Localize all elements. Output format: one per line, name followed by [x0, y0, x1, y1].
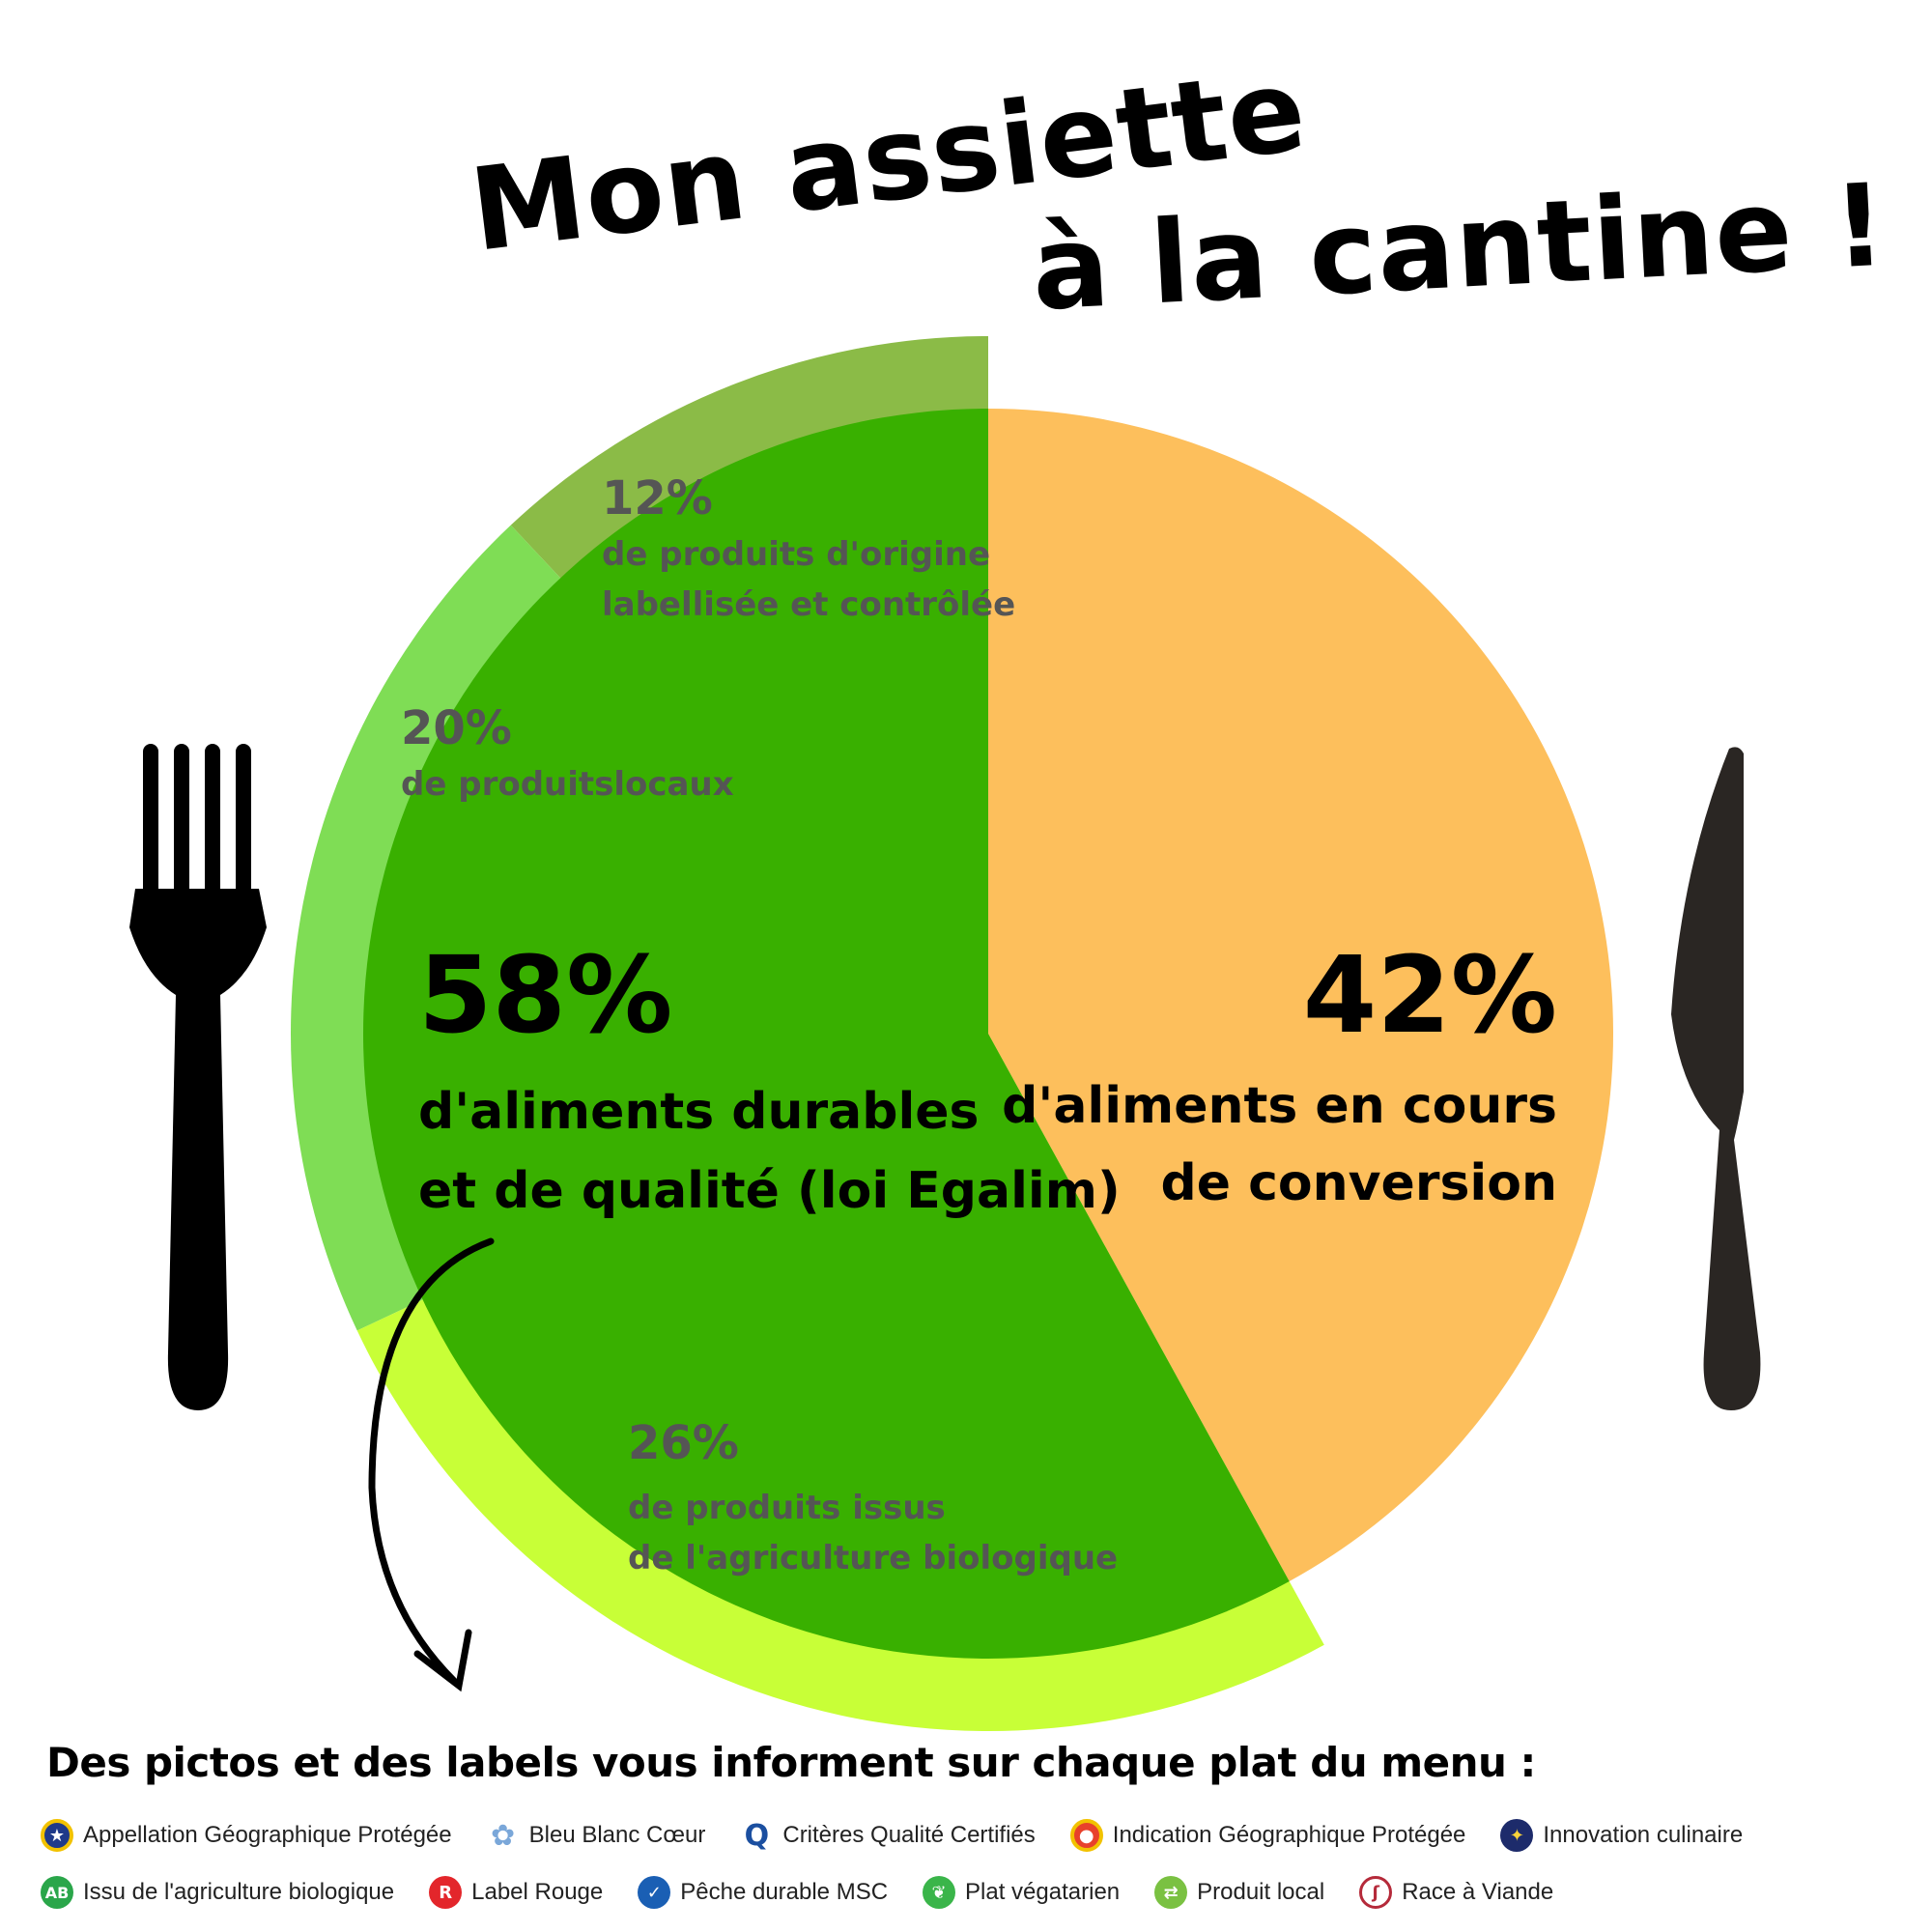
- legend-item-label-rouge: R Label Rouge: [429, 1876, 603, 1909]
- pie-slice-58: [362, 409, 1290, 1659]
- ab-icon: AB: [41, 1876, 73, 1909]
- signpost-icon: ⇄: [1154, 1876, 1188, 1909]
- label-42-desc-1: d'aliments en cours: [1002, 1077, 1557, 1135]
- legend-label: Issu de l'agriculture biologique: [83, 1879, 395, 1905]
- label-12-desc-1: de produits d'origine: [602, 535, 990, 574]
- flower-icon: ✿: [491, 1818, 516, 1853]
- legend-item-innovation: ✦ Innovation culinaire: [1500, 1819, 1743, 1852]
- lightbulb-icon: ✦: [1500, 1819, 1534, 1852]
- legend-item-vegetarien: ❦ Plat végatarien: [923, 1876, 1120, 1909]
- legend-item-ccp: Q Critères Qualité Certifiés: [740, 1818, 1036, 1853]
- legend-item-bleu-blanc-coeur: ✿ Bleu Blanc Cœur: [487, 1818, 706, 1853]
- fish-icon: ✓: [638, 1876, 671, 1909]
- aop-seal-icon: ★: [41, 1819, 73, 1852]
- legend-label: Race à Viande: [1402, 1879, 1554, 1905]
- legend-item-bio: AB Issu de l'agriculture biologique: [41, 1876, 394, 1909]
- label-42-value: 42%: [1303, 933, 1557, 1057]
- legend-label: Appellation Géographique Protégée: [83, 1822, 452, 1848]
- legend-row-1: ★ Appellation Géographique Protégée ✿ Bl…: [41, 1818, 1777, 1853]
- label-12-value: 12%: [602, 471, 713, 526]
- label-20-desc-1: de produitslocaux: [401, 765, 734, 804]
- label-42-desc-2: de conversion: [1161, 1154, 1558, 1212]
- legend-label: Indication Géographique Protégée: [1112, 1822, 1466, 1848]
- legend-heading: Des pictos et des labels vous informent …: [46, 1739, 1536, 1786]
- legend-label: Produit local: [1197, 1879, 1325, 1905]
- legend-label: Plat végatarien: [965, 1879, 1121, 1905]
- knife-icon: [1671, 747, 1761, 1410]
- label-20-value: 20%: [401, 701, 512, 755]
- legend-item-local: ⇄ Produit local: [1154, 1876, 1324, 1909]
- arrow-icon: [368, 1237, 495, 1692]
- label-26-desc-2: de l'agriculture biologique: [628, 1539, 1118, 1577]
- label-26-desc-1: de produits issus: [628, 1489, 946, 1527]
- leaf-icon: ❦: [923, 1876, 956, 1909]
- legend-label: Label Rouge: [471, 1879, 604, 1905]
- fork-icon: [129, 744, 267, 1410]
- label-rouge-icon: R: [429, 1876, 463, 1909]
- label-26-value: 26%: [628, 1416, 739, 1470]
- ccp-icon: Q: [744, 1818, 770, 1853]
- legend-label: Bleu Blanc Cœur: [528, 1822, 706, 1848]
- legend-item-igp: ● Indication Géographique Protégée: [1069, 1819, 1466, 1852]
- legend-row-2: AB Issu de l'agriculture biologique R La…: [41, 1876, 1588, 1909]
- igp-seal-icon: ●: [1069, 1819, 1103, 1852]
- cow-icon: ʃ: [1359, 1876, 1393, 1909]
- legend-label: Pêche durable MSC: [680, 1879, 889, 1905]
- legend-item-aop: ★ Appellation Géographique Protégée: [41, 1819, 452, 1852]
- legend-label: Innovation culinaire: [1543, 1822, 1744, 1848]
- legend-item-race-viande: ʃ Race à Viande: [1359, 1876, 1553, 1909]
- pie-slices: [362, 409, 1613, 1659]
- label-58-desc-2: et de qualité (loi Egalim): [418, 1162, 1121, 1220]
- label-12-desc-2: labellisée et contrôlée: [602, 585, 1015, 624]
- label-58-desc-1: d'aliments durables: [418, 1083, 980, 1141]
- pie-slice-42: [988, 409, 1613, 1581]
- legend-label: Critères Qualité Certifiés: [782, 1822, 1036, 1848]
- label-58-value: 58%: [418, 933, 672, 1057]
- legend-item-msc: ✓ Pêche durable MSC: [638, 1876, 888, 1909]
